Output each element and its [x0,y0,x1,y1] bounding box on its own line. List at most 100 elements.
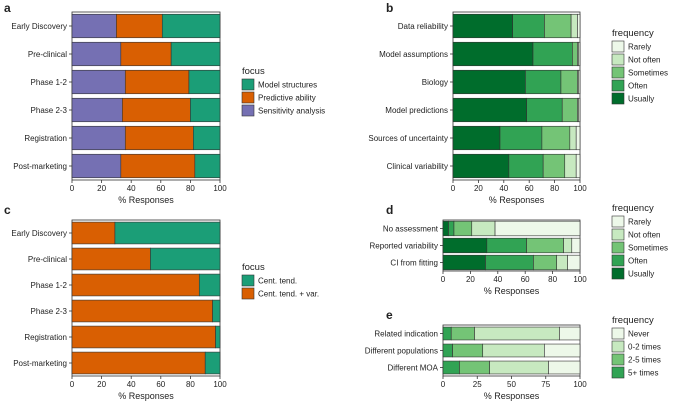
category-label-post-marketing: Post-marketing [13,359,67,368]
x-tick-label: 40 [127,184,136,193]
legend-item-not-often: Not often [628,231,660,240]
bar-a-phase-2-3-model-structures [190,97,221,123]
bar-b-clinical-variability-usually [452,153,510,179]
bar-d-reported-variability-often [486,237,527,254]
x-tick-label: 20 [97,184,106,193]
x-tick-label: 0 [441,275,446,284]
bar-e-different-populations-2-5-times [452,343,484,358]
legend-item-sometimes: Sometimes [628,244,668,253]
bar-b-clinical-variability-rarely [575,153,581,179]
bar-a-phase-1-2-predictive-ability [124,69,190,95]
plot-frame-c [71,219,221,377]
panel-d: d No assessment Reported variability CI fro… [370,203,669,296]
legend-c: focus Cent. tend. Cent. tend. + var. [241,262,319,300]
x-tick-label: 100 [573,380,587,389]
legend-swatch-not-often [611,228,625,241]
bar-d-no-assessment-not-often [471,220,496,237]
bar-b-data-reliability-rarely [577,13,581,39]
bar-a-post-marketing-predictive-ability [120,153,196,179]
category-label-clinical-variability: Clinical variability [387,162,448,171]
bar-b-clinical-variability-often [508,153,544,179]
panel-label-a: a [4,1,11,15]
x-tick-label: 60 [156,184,165,193]
legend-swatch-never [611,327,625,340]
category-label-early-discovery: Early Discovery [11,229,67,238]
bar-c-phase-1-2-cent-tend [198,273,221,297]
bar-b-sources-of-uncertainty-rarely [575,125,581,151]
bar-d-ci-from-fitting-sometimes [533,254,558,271]
x-axis-title-a: % Responses [118,195,174,205]
category-label-model-assumptions: Model assumptions [379,50,448,59]
legend-item-often: Often [628,82,648,91]
legend-e: frequency Never 0-2 times 2-5 times 5+ times [611,315,661,379]
x-tick-label: 60 [521,275,530,284]
category-label-phase-2-3: Phase 2-3 [31,307,68,316]
category-label-ci-from-fitting: CI from fitting [390,259,438,268]
legend-title-e: frequency [612,315,654,326]
legend-swatch-predictive-ability [241,91,255,104]
bar-e-related-indication-0-2-times [474,326,560,341]
bar-a-pre-clinical-model-structures [170,41,221,67]
bar-a-early-discovery-model-structures [161,13,221,39]
legend-swatch-often [611,79,625,92]
bar-b-clinical-variability-sometimes [542,153,566,179]
legend-swatch-5-times [611,366,625,379]
legend-title-d: frequency [612,203,654,214]
category-label-different-moa: Different MOA [387,364,438,373]
bar-b-sources-of-uncertainty-often [499,125,543,151]
bar-b-data-reliability-sometimes [544,13,572,39]
x-tick-label: 25 [473,380,482,389]
bar-c-phase-2-3-cent-tend-var [71,299,213,323]
bar-c-early-discovery-cent-tend [114,221,221,245]
bar-c-registration-cent-tend-var [71,325,216,349]
bar-a-registration-model-structures [193,125,221,151]
legend-item-model-structures: Model structures [258,81,317,90]
x-tick-label: 50 [507,380,516,389]
bar-e-related-indication-2-5-times [450,326,475,341]
bar-c-phase-1-2-cent-tend-var [71,273,200,297]
category-label-biology: Biology [422,78,448,87]
legend-item-5-times: 5+ times [628,369,658,378]
bar-b-data-reliability-usually [452,13,513,39]
legend-item-sensitivity-analysis: Sensitivity analysis [258,107,325,116]
bar-e-different-populations-5-times [442,343,453,358]
bar-c-post-marketing-cent-tend-var [71,351,206,375]
x-tick-label: 40 [127,380,136,389]
legend-title-b: frequency [612,28,654,39]
x-tick-label: 40 [493,275,502,284]
bar-e-related-indication-5-times [442,326,452,341]
bar-a-registration-sensitivity-analysis [71,125,126,151]
bar-d-reported-variability-rarely [571,237,581,254]
category-label-no-assessment: No assessment [383,225,439,234]
x-axis-title-e: % Responses [484,391,540,401]
legend-item-sometimes: Sometimes [628,69,668,78]
category-label-reported-variability: Reported variability [370,242,438,251]
x-tick-label: 20 [466,275,475,284]
legend-d: frequency Rarely Not often Sometimes Often Us… [611,203,668,280]
bar-a-pre-clinical-sensitivity-analysis [71,41,122,67]
bar-a-registration-predictive-ability [124,125,194,151]
bar-b-model-assumptions-usually [452,41,534,67]
bar-d-reported-variability-sometimes [526,237,564,254]
panel-b: b Data reliability Model assumptions Biolog… [368,1,668,205]
legend-item-cent-tend: Cent. tend. [258,277,297,286]
legend-item-cent-tend-var: Cent. tend. + var. [258,290,319,299]
legend-item-predictive-ability: Predictive ability [258,94,316,103]
category-label-data-reliability: Data reliability [398,22,448,31]
x-tick-label: 100 [573,184,587,193]
bar-a-phase-2-3-predictive-ability [122,97,191,123]
panel-c: c Early Discovery Pre-clinical Phase 1-2 Pha… [4,203,319,401]
x-tick-label: 60 [156,380,165,389]
bar-b-model-assumptions-sometimes [572,41,578,67]
x-tick-label: 0 [451,184,456,193]
legend-swatch-sensitivity-analysis [241,104,255,117]
x-tick-label: 0 [70,380,75,389]
bar-b-model-predictions-often [526,97,563,123]
category-label-related-indication: Related indication [374,330,438,339]
bar-b-biology-often [525,69,562,95]
legend-swatch-usually [611,267,625,280]
category-label-model-predictions: Model predictions [385,106,448,115]
bar-b-sources-of-uncertainty-usually [452,125,501,151]
legend-title-a: focus [242,66,265,77]
bar-d-no-assessment-rarely [494,220,581,237]
